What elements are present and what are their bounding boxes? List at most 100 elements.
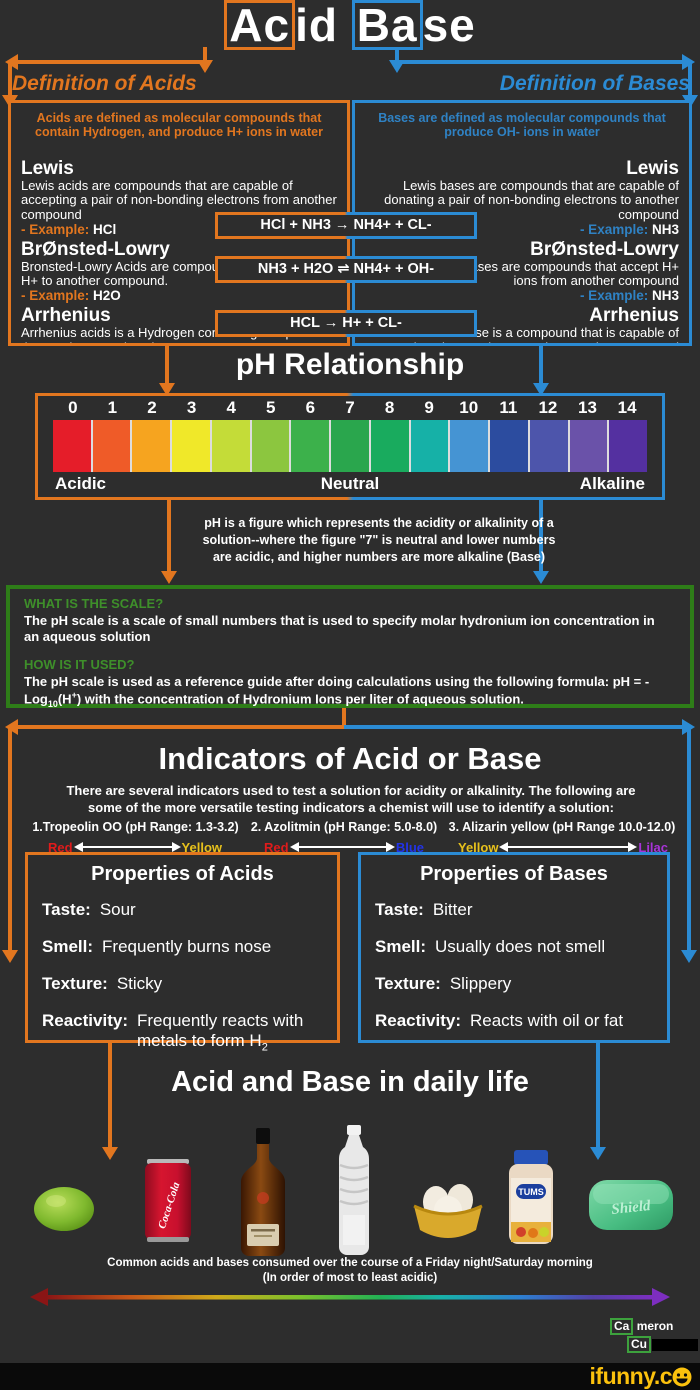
indicator-tropeolin-label: 1.Tropeolin OO (pH Range: 1.3-3.2)	[32, 820, 239, 834]
ph-segment-5	[251, 420, 292, 472]
ph-segment-10	[450, 420, 491, 472]
element-box-ca: Ca	[610, 1318, 634, 1335]
acids-lewis-desc: Lewis acids are compounds that are capab…	[21, 177, 337, 223]
title-se: se	[422, 0, 476, 51]
acid-taste-row: Taste: Sour	[42, 900, 136, 919]
ph-segment-12	[529, 420, 570, 472]
bases-arrhenius-desc: A Lewis base is a compound that is capab…	[409, 324, 679, 343]
daily-life-title: Acid and Base in daily life	[171, 1066, 529, 1098]
caption-line-1: Common acids and bases consumed over the…	[107, 1257, 593, 1269]
bases-lewis-example: - Example: NH3	[579, 221, 679, 237]
ph-scale-info-box: WHAT IS THE SCALE? The pH scale is a sca…	[6, 585, 694, 709]
bases-intro: Bases are defined as molecular compounds…	[378, 111, 666, 140]
soap-label-text: Shield	[611, 1198, 652, 1218]
acid-texture-row: Texture: Sticky	[42, 974, 163, 993]
acid-reactivity-row: Reactivity: Frequently reacts with metals…	[42, 1011, 304, 1054]
title-ac-boxed: Ac	[224, 0, 296, 50]
tums-label-text: TUMS	[518, 1187, 544, 1197]
ifunny-smiley-icon	[672, 1367, 692, 1387]
double-arrow-icon	[289, 842, 396, 852]
ph-segment-11	[490, 420, 530, 472]
definition-of-bases-heading: Definition of Bases	[499, 72, 690, 95]
title-id: id	[295, 0, 352, 51]
soap-bar-image: Shield	[585, 1168, 677, 1243]
acids-intro: Acids are defined as molecular compounds…	[35, 111, 323, 140]
ph-segment-0	[53, 420, 93, 472]
equation-nh3-h2o: NH3 + H2O ⇌ NH4+ + OH-	[215, 256, 477, 283]
indicator-tropeolin-range: Red Yellow	[48, 839, 222, 855]
how-is-it-used-question: HOW IS IT USED?	[24, 656, 135, 672]
indicator-azolitmin-label: 2. Azolitmin (pH Range: 5.0-8.0)	[250, 820, 438, 834]
indicators-subtitle: There are several indicators used to tes…	[66, 783, 636, 815]
what-is-the-scale-question: WHAT IS THE SCALE?	[24, 596, 164, 611]
indicators-title: Indicators of Acid or Base	[158, 741, 542, 776]
bases-bronsted-heading: BrØnsted-Lowry	[530, 238, 679, 260]
properties-of-bases-box: Properties of Bases Taste: Bitter Smell: U…	[358, 852, 670, 1043]
ph-scale-numbers: 0 1 2 3 4 5 6 7 8 9 10 11 12 13 14	[68, 398, 637, 417]
ph-segment-6	[291, 420, 332, 472]
acids-bronsted-example: - Example: H2O	[21, 288, 121, 304]
acids-lewis-example: - Example: HCl	[21, 221, 117, 237]
ph-segment-14	[609, 420, 648, 472]
equation-hcl-nh3: HCl + NH3 → NH4+ + CL-	[215, 212, 477, 239]
censored-username-bar	[652, 1339, 698, 1351]
acids-bronsted-heading: BrØnsted-Lowry	[21, 238, 170, 260]
eggs-in-bowl-image	[408, 1172, 488, 1249]
ph-segment-1	[92, 420, 133, 472]
caption-line-2: (In order of most to least acidic)	[262, 1271, 438, 1284]
cola-can-image: Coca-Cola	[140, 1158, 196, 1249]
double-arrow-icon	[73, 842, 181, 852]
bases-bronsted-example: - Example: NH3	[579, 288, 679, 304]
acid-connector-lines	[8, 47, 346, 1148]
base-connector-lines	[344, 47, 692, 1148]
base-taste-row: Taste: Bitter	[375, 900, 473, 919]
ph-scale-box: 0 1 2 3 4 5 6 7 8 9 10 11 12 13 14 Acidic Neutral Alka…	[35, 393, 665, 500]
ph-segment-3	[172, 420, 212, 472]
acids-arrhenius-heading: Arrhenius	[21, 304, 111, 326]
username-rest: meron	[636, 1319, 674, 1333]
base-smell-row: Smell: Usually does not smell	[375, 937, 606, 956]
bases-lewis-desc: Lewis bases are compounds that are capab…	[384, 177, 679, 223]
lime-image	[32, 1185, 96, 1238]
acid-smell-row: Smell: Frequently burns nose	[42, 937, 272, 956]
equation-hcl-dissociation: HCL → H+ + CL-	[215, 310, 477, 337]
ph-segment-8	[370, 420, 411, 472]
acidic-label: Acidic	[55, 474, 107, 493]
element-box-cu: Cu	[627, 1336, 651, 1353]
bases-lewis-heading: Lewis	[626, 157, 679, 179]
properties-of-bases-title: Properties of Bases	[420, 863, 608, 885]
properties-of-acids-box: Properties of Acids Taste: Sour Smell: Fre…	[25, 852, 340, 1053]
base-reactivity-row: Reactivity: Reacts with oil or fat	[375, 1011, 624, 1030]
double-arrow-icon	[499, 842, 638, 852]
ph-segment-2	[132, 420, 173, 472]
username-line-1: Ca meron	[610, 1318, 673, 1335]
title-ba-boxed: Ba	[351, 0, 423, 50]
daily-life-caption: Common acids and bases consumed over the…	[0, 1256, 700, 1286]
definition-of-acids-heading: Definition of Acids	[12, 72, 197, 95]
bases-arrhenius-heading: Arrhenius	[589, 304, 679, 326]
base-arrowheads	[389, 54, 698, 1160]
properties-of-acids-title: Properties of Acids	[91, 863, 274, 885]
ph-segment-4	[211, 420, 252, 472]
ph-zone-labels: Acidic Neutral Alkaline	[53, 474, 647, 498]
indicator-alizarin-label: 3. Alizarin yellow (pH Range 10.0-12.0)	[448, 820, 676, 834]
ph-segment-7	[331, 420, 371, 472]
how-is-it-used-answer: The pH scale is used as a reference guid…	[24, 673, 650, 709]
ifunny-footer-bar: ifunny.c	[0, 1363, 700, 1390]
page-title: Ac id Ba se	[0, 0, 700, 50]
what-is-the-scale-answer: The pH scale is a scale of small numbers…	[24, 613, 655, 645]
whiskey-bottle-image	[233, 1128, 293, 1261]
tums-bottle-image: TUMS	[505, 1150, 557, 1253]
ph-segment-9	[410, 420, 451, 472]
neutral-label: Neutral	[320, 474, 380, 493]
water-bottle-image	[330, 1125, 378, 1262]
alkaline-label: Alkaline	[579, 474, 645, 493]
ph-relationship-title: pH Relationship	[235, 348, 465, 381]
ph-explanation: pH is a figure which represents the acid…	[202, 516, 556, 564]
base-texture-row: Texture: Slippery	[375, 974, 512, 993]
ph-segment-13	[569, 420, 610, 472]
ifunny-logo: ifunny.c	[590, 1363, 692, 1390]
acidity-spectrum-arrow	[30, 1286, 670, 1313]
ph-color-bar	[53, 420, 648, 472]
